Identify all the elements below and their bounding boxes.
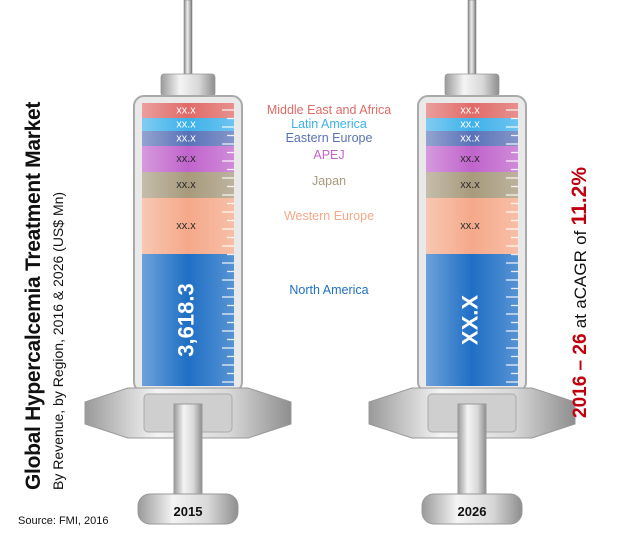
- plunger-rod: [457, 403, 487, 499]
- legend-entry-north-america: North America: [289, 283, 368, 297]
- needle: [183, 0, 193, 75]
- legend-entry-middle-east-and-africa: Middle East and Africa: [267, 103, 391, 117]
- cagr-word: CAGR: [571, 250, 590, 300]
- cagr-at: at: [571, 314, 590, 329]
- cagr-rate: 11.2%: [568, 166, 591, 226]
- x-tick-label: 2026: [458, 504, 487, 519]
- legend-entry-japan: Japan: [312, 174, 346, 188]
- cagr-callout: 2016 – 26 at aCAGR of 11.2%: [568, 167, 592, 418]
- needle: [467, 0, 477, 75]
- legend-entry-apej: APEJ: [313, 148, 344, 162]
- chart-subtitle: By Revenue, by Region, 2016 & 2026 (US$ …: [50, 191, 66, 490]
- needle-hub: [160, 73, 216, 97]
- source-note: Source: FMI, 2016: [18, 515, 109, 527]
- syringe-2015: xx.xxx.xxx.xxx.xxx.xxx.x3,618.32015: [84, 0, 292, 525]
- legend-entry-eastern-europe: Eastern Europe: [286, 131, 373, 145]
- x-tick-label: 2015: [174, 504, 203, 519]
- plunger-rod: [173, 403, 203, 499]
- cagr-period: 2016 – 26: [570, 333, 591, 418]
- chart-title: Global Hypercalcemia Treatment Market: [22, 101, 45, 490]
- glass-highlight: [142, 103, 234, 386]
- cagr-a: a: [571, 299, 590, 309]
- plunger-cap: [137, 493, 239, 525]
- legend-entry-latin-america: Latin America: [291, 117, 367, 131]
- syringe-2026: xx.xxx.xxx.xxx.xxx.xxx.xXX.X2026: [368, 0, 576, 525]
- cagr-of: of: [571, 230, 590, 245]
- legend-entry-western-europe: Western Europe: [284, 209, 374, 223]
- glass-highlight: [426, 103, 518, 386]
- plunger-cap: [421, 493, 523, 525]
- needle-hub: [444, 73, 500, 97]
